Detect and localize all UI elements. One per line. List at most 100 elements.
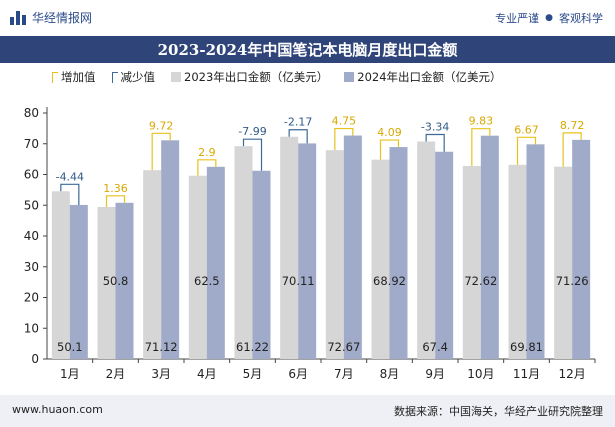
bar-2023: [97, 206, 116, 359]
title-bar: 2023-2024年中国笔记本电脑月度出口金额: [0, 36, 615, 63]
change-label: 4.09: [377, 126, 402, 139]
decrease-bracket: [288, 129, 308, 144]
decrease-bracket: [242, 138, 263, 171]
y-tick-label: 0: [31, 352, 39, 366]
x-tick-label: 1月: [60, 367, 80, 381]
legend-2023-label: 2023年出口金额（亿美元）: [184, 70, 329, 84]
increase-bracket-icon: [52, 71, 58, 83]
value-label-2024: 50.8: [103, 274, 129, 288]
increase-bracket: [471, 128, 491, 166]
increase-bracket: [151, 132, 171, 171]
brand-logo-icon: [10, 10, 26, 25]
bar-2023: [280, 136, 299, 359]
bar-2024: [252, 170, 271, 359]
increase-bracket: [562, 132, 582, 167]
bar-2024: [526, 144, 545, 359]
change-label: 6.67: [514, 123, 539, 136]
change-label: -3.34: [421, 120, 449, 133]
legend-increase-label: 增加值: [61, 70, 96, 84]
legend-decrease-label: 减少值: [120, 70, 156, 84]
y-tick-label: 80: [24, 106, 39, 120]
change-label: -4.44: [56, 170, 84, 183]
change-label: 8.72: [560, 119, 585, 132]
decrease-bracket-icon: [111, 71, 118, 83]
x-tick-label: 4月: [197, 367, 217, 381]
value-label-2024: 72.62: [464, 274, 497, 288]
change-label: -2.17: [284, 116, 312, 129]
bar-2024: [572, 139, 591, 359]
bar-2024: [298, 143, 317, 359]
value-label-2024: 68.92: [373, 274, 406, 288]
value-label-2024: 72.67: [327, 340, 360, 354]
increase-bracket: [516, 136, 537, 165]
x-tick-label: 3月: [151, 367, 171, 381]
bar-2024: [389, 147, 408, 359]
value-label-2024: 71.26: [556, 274, 589, 288]
change-label: 9.72: [149, 119, 174, 132]
change-label: 1.36: [103, 182, 128, 195]
bar-2023: [371, 159, 390, 359]
x-tick-label: 11月: [513, 367, 540, 381]
value-label-2024: 62.5: [194, 274, 220, 288]
bar-2023: [188, 175, 207, 359]
bar-2024: [206, 166, 225, 359]
value-label-2024: 50.1: [57, 340, 83, 354]
bar-2023: [51, 191, 70, 359]
brand: 华经情报网: [10, 9, 92, 26]
bar-2023: [325, 150, 344, 359]
bar-2024: [343, 135, 362, 359]
y-tick-label: 20: [24, 291, 39, 305]
chart-title: 2023-2024年中国笔记本电脑月度出口金额: [157, 41, 458, 59]
increase-bracket: [105, 195, 126, 207]
legend-2024: 2024年出口金额（亿美元）: [344, 69, 502, 85]
y-tick-label: 70: [24, 137, 39, 151]
x-tick-label: 7月: [334, 367, 354, 381]
x-tick-label: 5月: [243, 367, 263, 381]
value-label-2024: 69.81: [510, 340, 543, 354]
tags: 专业严谨 ● 客观科学: [495, 10, 603, 26]
bar-2024: [69, 204, 88, 359]
bar-2023: [143, 170, 162, 359]
value-label-2024: 70.11: [282, 274, 315, 288]
x-tick-label: 6月: [288, 367, 308, 381]
bar-2024: [480, 135, 499, 359]
value-label-2024: 71.12: [145, 340, 178, 354]
increase-bracket: [334, 127, 354, 151]
decrease-bracket: [60, 183, 80, 205]
legend-2023-swatch: [171, 72, 181, 82]
change-label: 4.75: [332, 115, 357, 128]
x-tick-label: 10月: [467, 367, 494, 381]
bar-2023: [417, 141, 436, 359]
legend-2023: 2023年出口金额（亿美元）: [171, 69, 328, 85]
y-tick-label: 50: [24, 198, 39, 212]
value-label-2024: 67.4: [422, 340, 448, 354]
decrease-bracket: [425, 133, 445, 152]
y-tick-label: 10: [24, 321, 39, 335]
legend-2024-swatch: [344, 72, 355, 82]
y-tick-label: 40: [24, 229, 39, 243]
tag-objective: 客观科学: [559, 12, 603, 25]
legend-2024-label: 2024年出口金额（亿美元）: [357, 70, 502, 84]
bar-2024: [435, 151, 454, 359]
top-bar: 华经情报网 专业严谨 ● 客观科学: [0, 0, 615, 36]
bar-2024: [161, 140, 180, 359]
x-tick-label: 8月: [380, 367, 400, 381]
y-tick-label: 30: [24, 260, 39, 274]
brand-name: 华经情报网: [32, 11, 93, 25]
increase-bracket: [379, 139, 400, 160]
footer-url: www.huaon.com: [12, 403, 103, 416]
bar-2023: [554, 166, 573, 359]
bar-2024: [115, 202, 134, 359]
bar-2023: [462, 165, 481, 359]
x-tick-label: 2月: [106, 367, 126, 381]
change-label: -7.99: [238, 125, 266, 138]
increase-bracket: [197, 159, 217, 176]
bar-2023: [508, 164, 527, 359]
chart-plot: 0 10 20 30 40 50 60 70 80 1月 -4.44 50.1 2月 1.36 50.8 3月…: [24, 106, 596, 381]
x-tick-label: 9月: [425, 367, 445, 381]
chart-legend: 增加值 减少值 2023年出口金额（亿美元） 2024年出口金额（亿美元）: [52, 69, 502, 85]
footer: www.huaon.com 数据来源：中国海关，华经产业研究院整理: [0, 395, 615, 427]
x-tick-label: 12月: [559, 367, 586, 381]
footer-source: 数据来源：中国海关，华经产业研究院整理: [394, 405, 603, 418]
legend-decrease: 减少值: [111, 69, 156, 85]
